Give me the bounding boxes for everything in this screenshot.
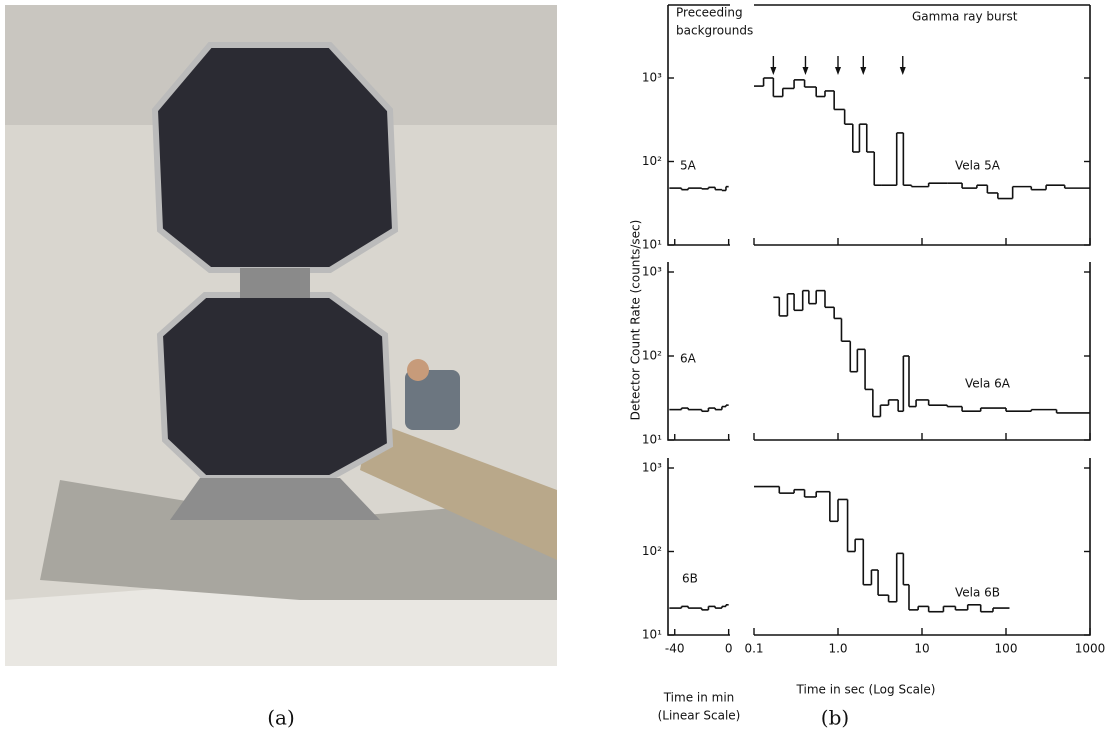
panel-name: Vela 6B <box>955 586 1000 600</box>
left-x-axis-title: Time in min <box>663 691 735 705</box>
axis-frame <box>668 5 730 245</box>
x-tick-label: 100 <box>995 642 1018 656</box>
y-tick-label: 10² <box>642 544 662 558</box>
caption-a: (a) <box>267 706 295 730</box>
x-tick-label: 0.1 <box>744 642 763 656</box>
left-title: Preceeding <box>676 6 743 20</box>
panel-tag: 6A <box>680 352 697 366</box>
burst-arrow-head <box>835 67 841 75</box>
panel-tag: 6B <box>682 572 698 586</box>
x-tick-label: 1.0 <box>828 642 847 656</box>
x-tick-label: 1000 <box>1075 642 1106 656</box>
y-tick-label: 10² <box>642 154 662 168</box>
burst-arrow-head <box>860 67 866 75</box>
y-tick-label: 10³ <box>642 265 662 279</box>
step-riser <box>779 291 1056 417</box>
y-tick-label: 10³ <box>642 71 662 85</box>
y-tick-label: 10³ <box>642 461 662 475</box>
step-riser <box>764 78 1065 199</box>
right-x-axis-title: Time in sec (Log Scale) <box>796 683 936 697</box>
photo-satellite-top <box>155 45 395 270</box>
y-tick-label: 10¹ <box>642 628 662 642</box>
axis-frame <box>754 5 1090 245</box>
left-x-axis-title: (Linear Scale) <box>658 709 741 723</box>
right-title: Gamma ray burst <box>912 10 1018 24</box>
panel-name: Vela 5A <box>955 159 1001 173</box>
x-tick-label: 10 <box>914 642 929 656</box>
caption-b: (b) <box>821 706 849 730</box>
axis-frame <box>754 262 1090 440</box>
y-tick-label: 10¹ <box>642 238 662 252</box>
panel-name: Vela 6A <box>965 377 1011 391</box>
figure: (a) (b) Detector Count Rate (counts/sec)… <box>0 0 1109 740</box>
burst-arrow-head <box>900 67 906 75</box>
photo-adapter <box>240 268 310 298</box>
left-title: backgrounds <box>676 24 753 38</box>
x-tick-label: 0 <box>725 642 733 656</box>
y-axis-title: Detector Count Rate (counts/sec) <box>629 220 643 421</box>
photo-technician-head <box>407 359 429 381</box>
panel-tag: 5A <box>680 159 697 173</box>
y-tick-label: 10¹ <box>642 433 662 447</box>
x-tick-label: -40 <box>665 642 685 656</box>
axis-frame <box>754 458 1090 635</box>
burst-arrow-head <box>802 67 808 75</box>
burst-arrow-head <box>770 67 776 75</box>
y-tick-label: 10² <box>642 349 662 363</box>
photo <box>5 5 557 666</box>
photo-satellite-bottom <box>160 295 390 478</box>
axis-frame <box>668 262 730 440</box>
